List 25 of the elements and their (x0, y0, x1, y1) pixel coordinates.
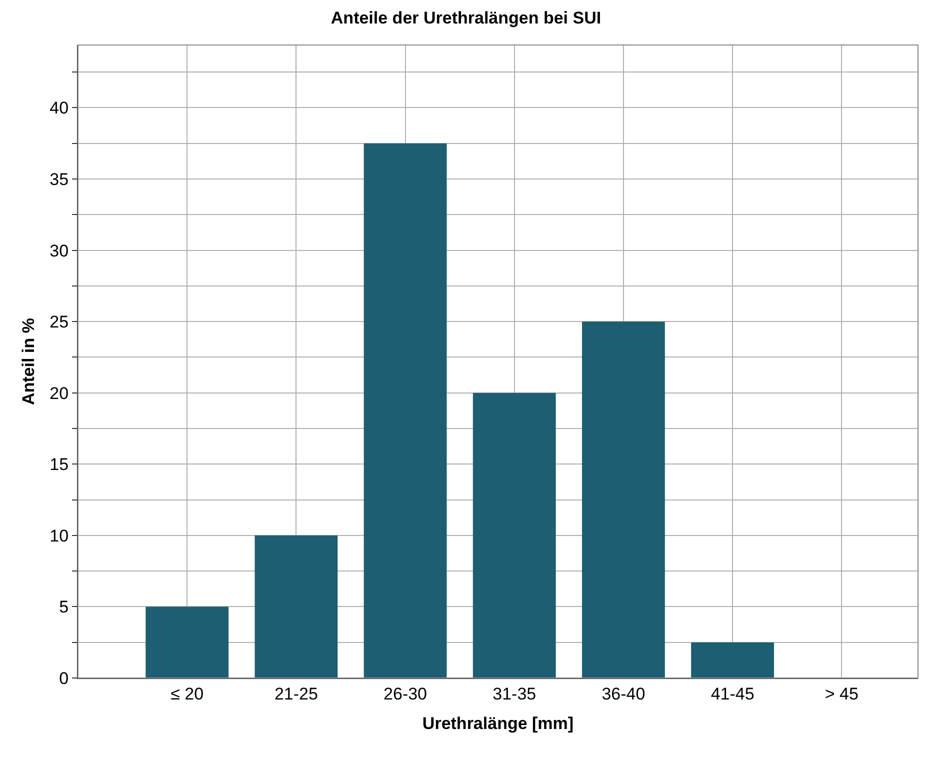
y-tick-label: 20 (50, 384, 69, 403)
x-tick-label: ≤ 20 (170, 684, 204, 704)
x-tick-label: > 45 (824, 684, 858, 704)
chart-title: Anteile der Urethralängen bei SUI (330, 8, 602, 28)
y-tick-label: 35 (50, 170, 69, 189)
x-tick-label: 36-40 (602, 684, 646, 704)
y-axis-title: Anteil in % (19, 318, 38, 405)
bar (691, 642, 774, 678)
bar (146, 606, 229, 678)
bar (472, 392, 556, 678)
x-tick-label: 31-35 (492, 684, 536, 704)
y-tick-label: 15 (50, 455, 69, 474)
y-tick-label: 10 (50, 526, 69, 546)
y-tick-label: 5 (59, 598, 69, 617)
bar (364, 143, 447, 678)
y-tick-label: 30 (50, 241, 69, 260)
bar (254, 535, 338, 678)
x-axis-title: Urethralänge [mm] (422, 714, 574, 733)
x-tick-label: 21-25 (274, 684, 318, 704)
x-tick-label: 41-45 (710, 684, 754, 704)
y-tick-label: 0 (59, 668, 69, 688)
y-tick-label: 25 (50, 312, 69, 332)
x-tick-label: 26-30 (384, 684, 428, 704)
bar (582, 322, 665, 678)
y-tick-label: 40 (50, 98, 69, 118)
